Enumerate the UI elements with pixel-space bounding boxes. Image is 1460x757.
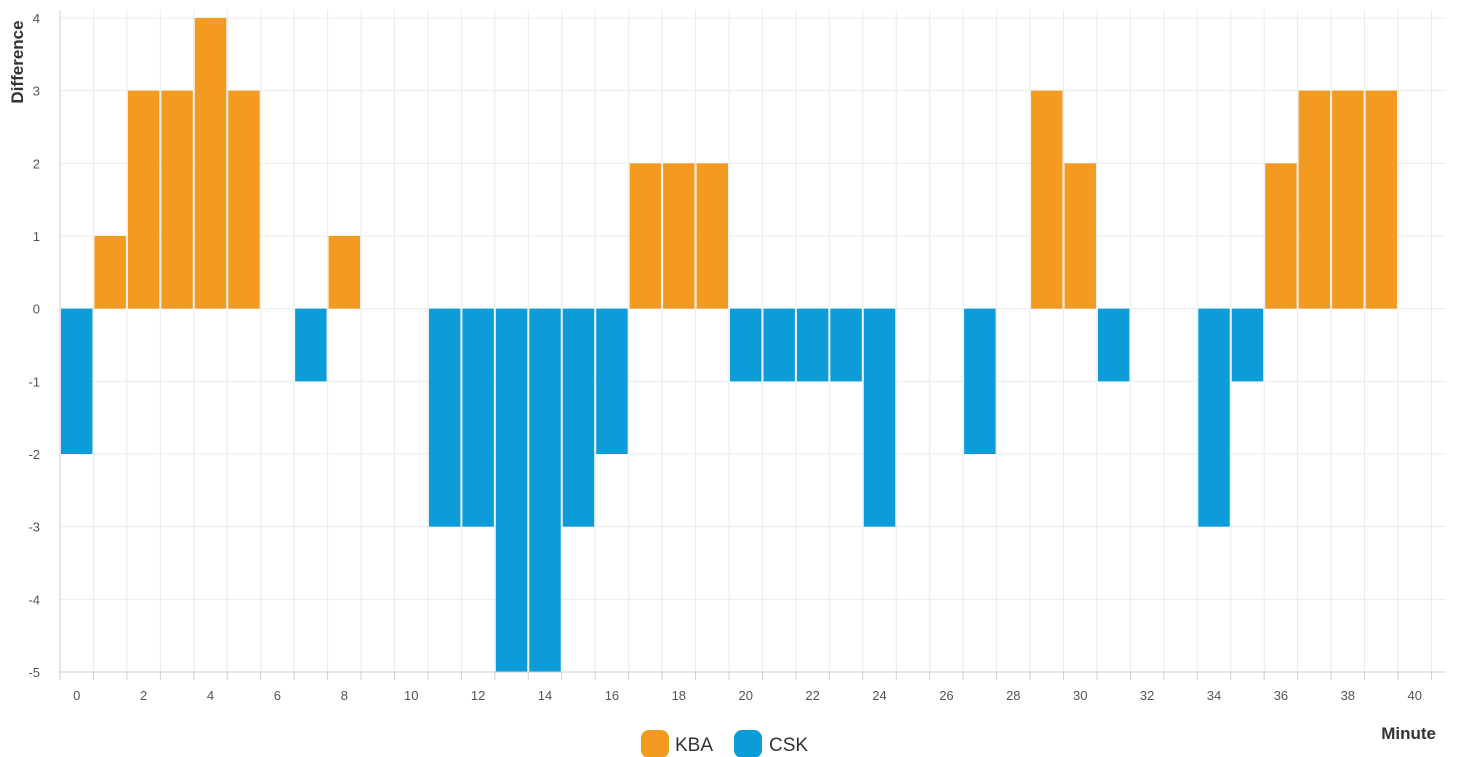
bar-csk-minute-13[interactable] <box>495 308 528 672</box>
bar-csk-minute-7[interactable] <box>295 308 327 382</box>
x-tick-label: 18 <box>672 688 686 703</box>
legend-label-csk: CSK <box>769 735 808 756</box>
y-tick-label: 4 <box>33 11 40 26</box>
bar-csk-minute-31[interactable] <box>1097 308 1130 382</box>
x-tick-label: 20 <box>738 688 752 703</box>
y-tick-label: -2 <box>28 447 40 462</box>
x-tick-label: 10 <box>404 688 418 703</box>
legend-swatch-csk <box>734 730 762 757</box>
y-axis-title: Difference <box>8 20 27 103</box>
y-tick-label: -3 <box>28 520 40 535</box>
x-tick-label: 24 <box>872 688 886 703</box>
y-tick-label: -4 <box>28 592 40 607</box>
bar-csk-minute-0[interactable] <box>61 308 93 454</box>
bar-csk-minute-12[interactable] <box>462 308 494 527</box>
bar-csk-minute-35[interactable] <box>1231 308 1264 382</box>
legend-swatch-kba <box>641 730 669 757</box>
bar-csk-minute-23[interactable] <box>830 308 862 382</box>
bar-csk-minute-14[interactable] <box>529 308 561 672</box>
bar-csk-minute-15[interactable] <box>562 308 595 527</box>
bar-csk-minute-16[interactable] <box>596 308 628 454</box>
bar-csk-minute-21[interactable] <box>763 308 795 382</box>
bar-kba-minute-8[interactable] <box>328 236 361 309</box>
x-tick-label: 34 <box>1207 688 1221 703</box>
x-tick-label: 40 <box>1407 688 1421 703</box>
x-tick-label: 2 <box>140 688 147 703</box>
bar-csk-minute-11[interactable] <box>428 308 461 527</box>
bar-kba-minute-19[interactable] <box>696 163 728 309</box>
bar-kba-minute-18[interactable] <box>663 163 695 309</box>
bar-kba-minute-38[interactable] <box>1332 90 1364 309</box>
bars-layer <box>61 18 1397 672</box>
y-tick-label: -5 <box>28 665 40 680</box>
x-tick-label: 22 <box>805 688 819 703</box>
x-tick-label: 36 <box>1274 688 1288 703</box>
x-tick-label: 6 <box>274 688 281 703</box>
grid-layer <box>59 10 1446 673</box>
x-tick-label: 16 <box>605 688 619 703</box>
x-tick-label: 14 <box>538 688 552 703</box>
bar-csk-minute-34[interactable] <box>1198 308 1230 527</box>
bar-kba-minute-37[interactable] <box>1298 90 1331 309</box>
bar-kba-minute-30[interactable] <box>1064 163 1096 309</box>
bar-csk-minute-20[interactable] <box>730 308 762 382</box>
bar-csk-minute-27[interactable] <box>964 308 996 454</box>
bar-kba-minute-29[interactable] <box>1031 90 1063 309</box>
x-tick-label: 28 <box>1006 688 1020 703</box>
x-tick-label: 0 <box>73 688 80 703</box>
x-tick-label: 32 <box>1140 688 1154 703</box>
legend[interactable]: KBA CSK <box>641 730 808 757</box>
bar-kba-minute-3[interactable] <box>161 90 193 309</box>
bar-csk-minute-24[interactable] <box>863 308 896 527</box>
y-tick-label: 0 <box>33 302 40 317</box>
x-tick-label: 26 <box>939 688 953 703</box>
legend-label-kba: KBA <box>675 735 713 756</box>
x-tick-label: 38 <box>1341 688 1355 703</box>
bar-kba-minute-17[interactable] <box>629 163 662 309</box>
y-tick-label: 1 <box>33 229 40 244</box>
bar-csk-minute-22[interactable] <box>796 308 829 382</box>
bar-kba-minute-39[interactable] <box>1365 90 1397 309</box>
legend-item-kba[interactable]: KBA <box>641 730 713 757</box>
x-tick-label: 4 <box>207 688 214 703</box>
bar-kba-minute-5[interactable] <box>228 90 260 309</box>
x-tick-label: 30 <box>1073 688 1087 703</box>
x-tick-label: 12 <box>471 688 485 703</box>
bar-kba-minute-1[interactable] <box>94 236 126 309</box>
y-tick-label: -1 <box>28 374 40 389</box>
y-tick-label: 3 <box>33 84 40 99</box>
legend-item-csk[interactable]: CSK <box>734 730 808 757</box>
y-tick-label: 2 <box>33 156 40 171</box>
bar-kba-minute-4[interactable] <box>194 18 227 309</box>
bar-kba-minute-2[interactable] <box>127 90 160 309</box>
x-axis-title: Minute <box>1381 724 1436 743</box>
bar-kba-minute-36[interactable] <box>1265 163 1297 309</box>
x-tick-label: 8 <box>341 688 348 703</box>
